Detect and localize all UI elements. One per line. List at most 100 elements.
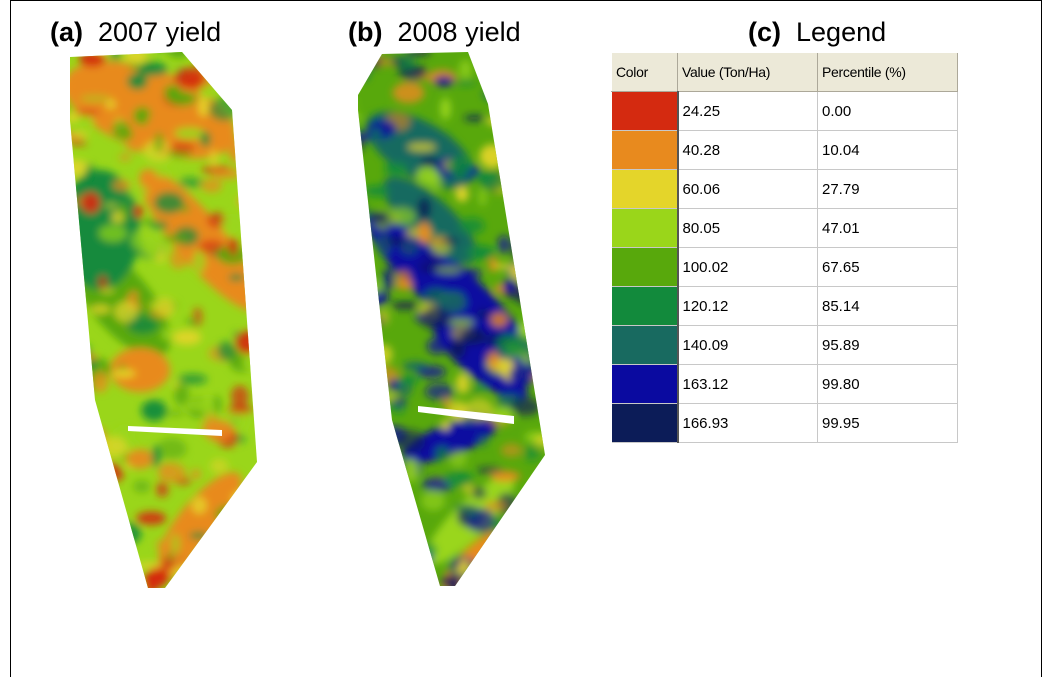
map-b-patch [344,101,357,108]
map-b-patch [393,397,408,408]
map-b-patch [476,308,490,320]
map-b-patch [482,87,512,102]
map-a-patch [111,211,124,224]
legend-color-swatch [611,247,679,287]
legend-value-cell: 163.12 [677,364,818,404]
map-a-patch [235,434,246,444]
legend-percentile-cell: 67.65 [817,247,958,287]
map-b-patch [395,429,426,454]
map-b-patch [475,566,497,581]
map-b-patch [449,586,467,599]
map-b-patch [437,291,465,300]
map-a-patch [132,480,151,494]
map-b-patch [511,513,534,523]
map-b-patch [531,333,545,342]
map-a-patch [79,95,111,102]
map-b-patch [358,418,373,430]
map-b-patch [444,471,474,488]
map-b-patch [454,590,478,600]
map-b-patch [448,450,467,468]
map-b-patch [366,470,384,485]
legend-color-swatch [611,286,679,326]
map-b-patch [494,263,513,270]
map-b-patch [477,434,488,447]
map-b-patch [416,166,439,185]
map-a-patch [75,114,95,128]
map-b-patch [540,351,545,363]
map-a-patch [173,383,190,406]
map-a-patch [168,66,178,73]
map-a-patch [99,287,115,295]
map-b-patch [529,291,543,305]
map-a-patch [209,149,219,169]
map-b-patch [480,580,492,586]
map-b-patch [418,222,431,243]
map-b-patch [551,540,562,549]
map-b-patch [472,595,501,610]
map-b-patch [358,277,380,298]
legend-header-percentile[interactable]: Percentile (%) [817,53,958,92]
map-b-patch [533,275,545,294]
map-a-patch [141,399,167,422]
map-b-patch [358,447,359,460]
map-b-patch [358,460,369,478]
map-b-patch [523,126,545,147]
map-b-patch [435,266,465,274]
map-b-patch [358,279,360,291]
map-b-patch [530,52,545,71]
map-a-patch [109,52,121,62]
map-a-patch [114,301,139,323]
map-b-patch [358,388,385,398]
legend-value-cell: 40.28 [677,130,818,170]
panel-c-caption: Legend [796,17,887,47]
legend-header-row: Color Value (Ton/Ha) Percentile (%) [611,53,958,92]
map-b-patch [455,79,477,86]
legend-header-value[interactable]: Value (Ton/Ha) [677,53,818,92]
map-b-patch [438,132,452,146]
map-b-patch [529,478,544,497]
map-b-patch [440,575,458,586]
map-b-patch [358,464,378,474]
map-b-patch [538,255,545,268]
map-b-patch [510,397,541,416]
map-b-patch [548,141,558,159]
map-a-patch [136,511,167,525]
map-a-patch [92,370,109,393]
legend-table: Color Value (Ton/Ha) Percentile (%) 24.2… [611,53,958,443]
map-a-patch [178,177,205,189]
map-b-patch [367,119,397,139]
map-a-patch [135,561,165,570]
map-a-patch [161,234,189,243]
map-a-patch [147,110,170,133]
map-a-patch [185,316,198,327]
legend-color-swatch [611,130,679,170]
legend-header-color[interactable]: Color [611,53,678,92]
map-b-patch [358,61,364,82]
map-a-patch [172,330,202,345]
map-b-patch [392,82,425,104]
map-b-patch [358,259,372,276]
map-b-patch [435,446,450,460]
map-b-patch [364,548,387,561]
legend-row: 140.09 95.89 [611,325,958,365]
map-b-patch [484,500,507,512]
map-a-patch [191,496,207,514]
map-b-patch [366,391,397,403]
map-b-patch [533,270,545,282]
map-a-patch [177,373,208,385]
map-a-patch [163,85,180,96]
map-a-patch [154,297,175,317]
legend-value-cell: 120.12 [677,286,818,326]
legend-percentile-cell: 47.01 [817,208,958,248]
map-a-patch [84,163,96,185]
legend-percentile-cell: 95.89 [817,325,958,365]
map-b-patch [358,205,362,221]
map-b-patch [388,378,401,392]
map-a-patch [155,481,169,498]
legend-value-cell: 60.06 [677,169,818,209]
map-a-patch [210,458,229,474]
map-b-patch [471,170,502,182]
map-b-patch [367,477,400,491]
yield-map-2008 [344,52,562,610]
map-a-patch [126,184,149,199]
